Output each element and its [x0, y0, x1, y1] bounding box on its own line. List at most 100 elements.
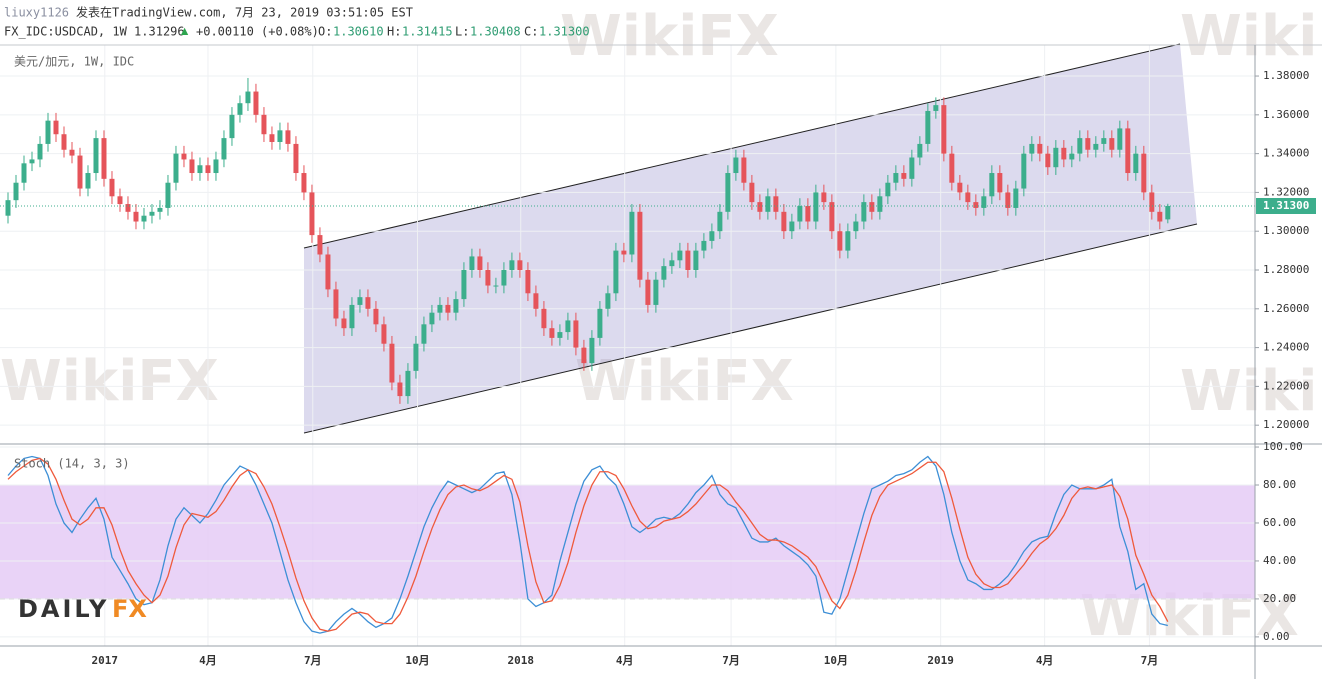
candle-body	[517, 260, 523, 271]
candle-body	[1133, 153, 1139, 174]
candle-body	[645, 279, 651, 305]
candle-body	[165, 182, 171, 208]
candle-body	[101, 138, 107, 179]
candle-body	[21, 163, 27, 183]
candle-body	[485, 270, 491, 286]
candle-body	[973, 202, 979, 208]
last-price-label: 1.31300	[1263, 199, 1309, 212]
candle-body	[125, 204, 131, 212]
candle-body	[1085, 138, 1091, 150]
candle-body	[1125, 128, 1131, 174]
x-tick-label: 2019	[927, 654, 954, 667]
candle-body	[437, 304, 443, 313]
candle-body	[13, 182, 19, 201]
candle-body	[61, 134, 67, 150]
candle-body	[469, 256, 475, 271]
candle-body	[37, 143, 43, 160]
x-tick-label: 4月	[1036, 654, 1054, 667]
y-tick-label: 100.00	[1263, 440, 1303, 453]
candle-body	[677, 250, 683, 261]
candle-body	[357, 297, 363, 305]
candle-body	[757, 202, 763, 212]
candle-body	[373, 308, 379, 325]
candle-body	[269, 134, 275, 142]
candle-body	[709, 231, 715, 241]
y-tick-label: 1.24000	[1263, 341, 1309, 354]
candle-body	[861, 202, 867, 222]
candle-body	[133, 211, 139, 222]
candle-body	[685, 250, 691, 271]
watermark: WikiFX	[575, 349, 794, 414]
candle-body	[157, 207, 163, 212]
channel-upper	[303, 43, 1181, 249]
x-tick-label: 2018	[507, 654, 534, 667]
close-value: 1.31300	[539, 25, 590, 39]
candle-body	[637, 211, 643, 280]
candle-body	[885, 182, 891, 197]
candle-body	[773, 196, 779, 212]
candle-body	[605, 293, 611, 309]
plot	[0, 45, 1255, 646]
candle-body	[941, 105, 947, 154]
y-tick-label: 1.34000	[1263, 147, 1309, 160]
candle-body	[29, 159, 35, 164]
candle-body	[669, 260, 675, 267]
candle-body	[213, 159, 219, 174]
candle-body	[229, 114, 235, 139]
candle-body	[1093, 143, 1099, 150]
candle-body	[877, 196, 883, 212]
open-value: 1.30610	[333, 25, 384, 39]
candle-body	[629, 211, 635, 255]
candle-body	[1013, 188, 1019, 208]
candle-body	[5, 200, 11, 216]
y-tick-label: 80.00	[1263, 478, 1296, 491]
x-tick-label: 4月	[616, 654, 634, 667]
published: 发表在TradingView.com, 7月 23, 2019 03:51:05…	[76, 5, 413, 20]
candle-body	[957, 182, 963, 193]
candle-body	[653, 279, 659, 305]
watermark: WikiFX	[1180, 4, 1322, 69]
candle-body	[197, 165, 203, 174]
candle-body	[949, 153, 955, 183]
stoch-line	[7, 455, 1168, 634]
candle-body	[141, 215, 147, 222]
candle-body	[565, 320, 571, 333]
candle-body	[285, 130, 291, 144]
candle-body	[1149, 192, 1155, 212]
low-label: L:	[455, 25, 469, 39]
candle-body	[181, 153, 187, 160]
candle-body	[541, 308, 547, 329]
user: liuxy1126	[4, 6, 69, 20]
candle-body	[1117, 128, 1123, 150]
candle-body	[789, 221, 795, 232]
candle-body	[1077, 138, 1083, 154]
y-tick-label: 1.26000	[1263, 302, 1309, 315]
candle-body	[501, 270, 507, 286]
candle-body	[901, 173, 907, 179]
symbol: FX_IDC:USDCAD, 1W 1.31296	[4, 25, 185, 39]
candle-body	[1021, 153, 1027, 189]
candle-body	[621, 250, 627, 255]
candle-body	[277, 130, 283, 142]
y-tick-label: 1.38000	[1263, 69, 1309, 82]
candle-body	[477, 256, 483, 271]
candle-body	[1165, 205, 1171, 220]
candle-body	[1069, 153, 1075, 160]
y-tick-label: 1.30000	[1263, 224, 1309, 237]
candle-body	[725, 173, 731, 212]
candle-body	[413, 343, 419, 371]
candle-body	[301, 173, 307, 193]
candle-body	[533, 293, 539, 309]
change-arrow: ▲	[181, 24, 189, 38]
candle-body	[1157, 211, 1163, 222]
x-tick-label: 2017	[92, 654, 119, 667]
candle-body	[829, 202, 835, 232]
candle-body	[221, 138, 227, 160]
channel-lower	[303, 223, 1198, 434]
candle-body	[589, 337, 595, 364]
y-tick-label: 1.20000	[1263, 418, 1309, 431]
candle-body	[245, 91, 251, 104]
logo: FX	[112, 595, 147, 623]
band	[0, 485, 1255, 599]
x-tick-label: 7月	[304, 654, 322, 667]
